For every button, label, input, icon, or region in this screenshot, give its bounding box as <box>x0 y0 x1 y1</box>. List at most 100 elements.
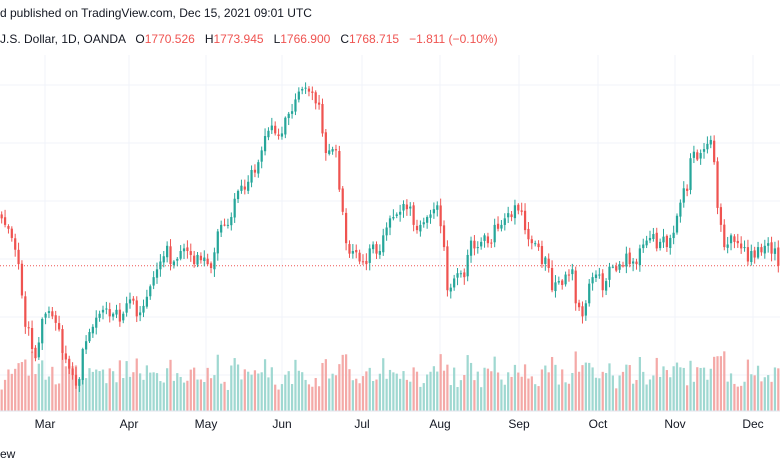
candle-body <box>662 236 665 243</box>
candle-body <box>78 379 81 386</box>
candle-body <box>591 277 594 284</box>
volume-bar <box>466 355 469 411</box>
close-value: 1768.715 <box>349 32 400 46</box>
volume-bar <box>453 367 456 411</box>
volume-bar <box>378 373 381 411</box>
candle-body <box>101 309 105 313</box>
candle-body <box>679 202 682 217</box>
candle-body <box>507 213 510 218</box>
candle-body <box>226 224 230 226</box>
volume-bar <box>112 371 115 411</box>
candle-body <box>37 342 40 358</box>
volume-bar <box>598 378 601 411</box>
volume-bar <box>98 371 101 411</box>
candle-body <box>520 210 523 212</box>
volume-bar <box>746 359 750 411</box>
volume-bar <box>186 380 189 411</box>
candle-body <box>409 206 412 209</box>
candle-body <box>567 274 571 276</box>
candle-body <box>274 125 277 134</box>
time-axis: Mar Apr May Jun Jul Aug Sep Oct Nov Dec <box>35 417 764 431</box>
volume-bar <box>611 375 614 411</box>
candle-body <box>179 251 182 259</box>
volume-bar <box>240 379 243 411</box>
volume-bar <box>659 376 662 411</box>
volume-bar <box>253 370 257 411</box>
volume-bar <box>270 367 273 411</box>
volume-bar <box>743 381 746 411</box>
volume-bar <box>679 367 682 411</box>
volume-bar <box>108 368 111 411</box>
candle-body <box>632 261 635 264</box>
candle-body <box>422 222 425 225</box>
volume-bar <box>716 356 719 411</box>
candle-body <box>581 306 584 317</box>
volume-bar <box>449 385 452 411</box>
candle-body <box>14 238 17 250</box>
candle-body <box>199 255 203 261</box>
candle-body <box>64 353 67 360</box>
volume-bar <box>166 368 169 411</box>
volume-bar <box>713 356 716 411</box>
volume-bar <box>777 368 780 411</box>
candle-body <box>277 134 280 137</box>
candle-body <box>547 258 550 269</box>
volume-bar <box>341 354 344 411</box>
candle-body <box>628 252 631 265</box>
candle-body <box>618 264 621 270</box>
candle-body <box>321 104 324 134</box>
candle-body <box>736 240 739 244</box>
candle-body <box>41 318 44 344</box>
month-label: Jul <box>354 417 369 431</box>
volume-bar <box>456 387 459 411</box>
candle-body <box>44 313 47 318</box>
volume-bar <box>189 369 192 411</box>
volume-bars <box>0 350 780 411</box>
volume-bar <box>37 363 40 411</box>
candle-body <box>716 161 719 208</box>
volume-bar <box>135 358 138 411</box>
candle-body <box>638 248 641 266</box>
candle-body <box>61 329 64 353</box>
volume-bar <box>41 360 44 411</box>
candle-body <box>128 299 132 304</box>
volume-bar <box>267 377 270 411</box>
volume-bar <box>736 386 739 411</box>
candle-body <box>0 214 3 219</box>
volume-bar <box>95 369 98 411</box>
candle-body <box>564 274 567 285</box>
candle-body <box>480 241 483 247</box>
candle-body <box>449 287 452 292</box>
candle-body <box>132 298 135 301</box>
volume-bar <box>399 378 402 411</box>
candle-body <box>118 309 121 322</box>
volume-bar <box>196 379 199 411</box>
candle-body <box>672 232 675 239</box>
low-label: L <box>273 32 281 46</box>
volume-bar <box>388 369 392 411</box>
volume-bar <box>682 367 685 411</box>
candle-body <box>561 280 564 285</box>
candle-body <box>723 224 726 248</box>
candle-body <box>355 249 358 253</box>
candle-body <box>399 211 402 215</box>
volume-bar <box>422 383 425 411</box>
candle-body <box>284 117 287 135</box>
volume-bar <box>527 378 530 411</box>
candle-body <box>139 312 142 316</box>
candle-body <box>324 132 327 154</box>
candle-body <box>348 244 351 254</box>
volume-bar <box>442 370 446 411</box>
volume-bar <box>118 360 121 411</box>
volume-bar <box>604 373 608 411</box>
volume-bar <box>314 378 317 411</box>
volume-bar <box>483 367 486 411</box>
volume-bar <box>78 378 81 411</box>
candle-body <box>84 341 88 350</box>
candle-body <box>10 228 13 238</box>
month-label: Apr <box>120 417 139 431</box>
volume-bar <box>152 372 155 411</box>
candle-body <box>760 247 763 253</box>
candle-body <box>395 214 398 216</box>
